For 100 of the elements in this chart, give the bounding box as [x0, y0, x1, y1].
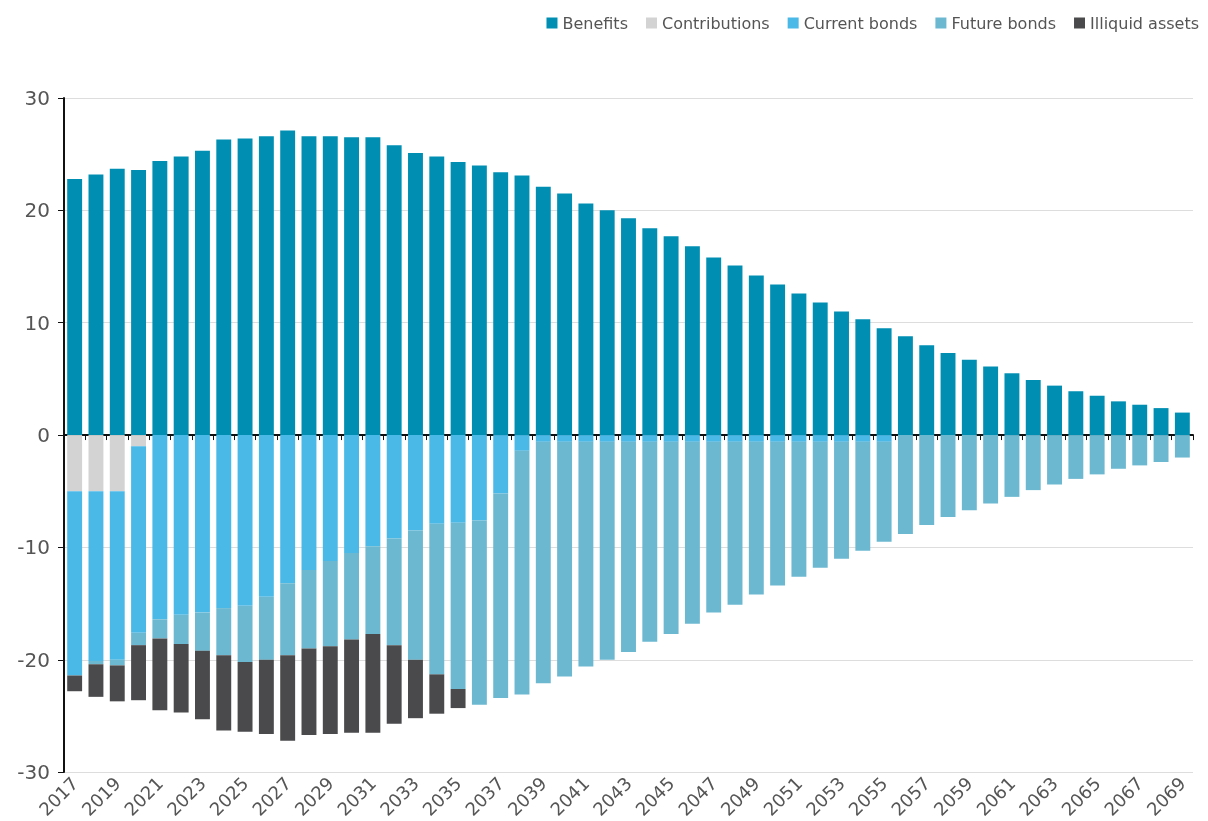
bar [514, 450, 530, 695]
bar [1004, 373, 1020, 436]
y-tick-label: -20 [17, 647, 50, 672]
bar [1047, 385, 1062, 436]
bar [557, 435, 573, 442]
bar [450, 435, 466, 523]
bar [748, 441, 764, 595]
bar [301, 648, 317, 736]
bar [1025, 435, 1041, 491]
bar [876, 328, 892, 436]
bar [940, 435, 956, 518]
bar [216, 139, 232, 436]
bar [1174, 412, 1190, 436]
bar [280, 655, 296, 741]
bar [748, 435, 764, 442]
bar [109, 665, 125, 702]
bar [493, 172, 509, 436]
bar [408, 659, 423, 719]
bar [365, 435, 381, 547]
bar [514, 175, 530, 436]
bar [471, 520, 487, 705]
bar [429, 523, 445, 675]
bar [834, 441, 849, 559]
bar [1047, 435, 1062, 485]
bar [663, 441, 679, 634]
y-tick-label: 20 [24, 198, 50, 223]
bar [408, 435, 423, 531]
bar [961, 435, 977, 511]
bar [791, 293, 807, 436]
bar [855, 441, 871, 551]
bar [280, 583, 296, 656]
bar [429, 156, 445, 436]
bar [1068, 435, 1084, 479]
bar [642, 435, 658, 442]
bar [1089, 435, 1105, 475]
bar [450, 688, 466, 709]
bar [727, 441, 743, 605]
bar [535, 435, 551, 442]
bar [770, 435, 786, 442]
bar [258, 659, 274, 734]
y-tick-label: 30 [24, 86, 50, 110]
bar [152, 435, 168, 620]
bar [344, 137, 360, 436]
bar [301, 435, 317, 570]
bar [706, 441, 722, 613]
bar [195, 650, 210, 720]
bar [344, 435, 360, 554]
bar [1110, 435, 1126, 469]
bar [1004, 435, 1020, 497]
bar [131, 435, 147, 447]
bar [727, 265, 743, 436]
bar [322, 646, 338, 734]
bar [791, 435, 807, 442]
bar [684, 246, 700, 436]
bar [557, 193, 573, 436]
bar [195, 612, 210, 651]
legend-label: Illiquid assets [1090, 13, 1199, 33]
bar [663, 236, 679, 436]
legend-label: Contributions [661, 13, 770, 33]
bar [514, 435, 530, 451]
bar [195, 150, 210, 436]
bar [365, 546, 381, 634]
y-tick-label: -30 [17, 760, 50, 785]
bar [834, 311, 849, 436]
bar [365, 137, 381, 436]
bar [301, 569, 317, 649]
bar [429, 435, 445, 524]
bar [408, 153, 423, 436]
bar [216, 655, 232, 731]
bar [535, 441, 551, 684]
bar [706, 257, 722, 436]
legend-label: Current bonds [803, 13, 918, 33]
bar [152, 638, 168, 711]
bar [621, 441, 636, 652]
bar [684, 435, 700, 442]
bar [876, 435, 892, 442]
bar [280, 435, 296, 584]
bar [471, 435, 487, 521]
bar [131, 446, 147, 633]
bar [109, 491, 125, 660]
bar [812, 441, 828, 568]
bar [897, 336, 913, 436]
bar [88, 174, 104, 436]
bar [67, 435, 83, 492]
bar [344, 553, 360, 640]
bar [876, 441, 892, 542]
bar [684, 441, 700, 624]
bar [258, 435, 274, 597]
bar [663, 435, 679, 442]
bar [1132, 404, 1148, 436]
bar [940, 353, 956, 436]
bar [386, 645, 402, 724]
bar [727, 435, 743, 442]
bar [578, 435, 594, 442]
bar [450, 162, 466, 436]
bar [386, 435, 402, 539]
bar [131, 169, 147, 436]
bar [1068, 391, 1084, 436]
bar [386, 538, 402, 646]
bar [109, 168, 125, 436]
